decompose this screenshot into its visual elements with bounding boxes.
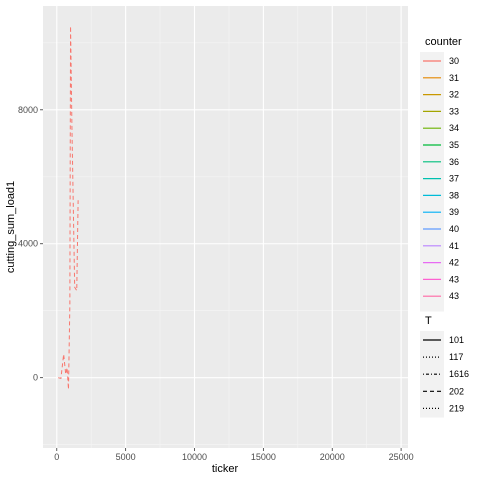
legend-counter-label: 32 bbox=[449, 90, 459, 100]
y-tick-label: 4000 bbox=[18, 239, 38, 249]
legend-counter-keys-bg bbox=[420, 52, 444, 312]
x-tick-label: 15000 bbox=[251, 452, 276, 462]
legend-T-title: T bbox=[425, 315, 432, 327]
y-tick-label: 0 bbox=[33, 373, 38, 383]
legend-T: T 101 117 1616 202 219 bbox=[420, 315, 469, 418]
legend-counter-label: 36 bbox=[449, 157, 459, 167]
legend-counter-label: 35 bbox=[449, 140, 459, 150]
legend-T-label: 219 bbox=[449, 403, 464, 413]
x-tick-label: 0 bbox=[54, 452, 59, 462]
x-axis: 0 5000 10000 15000 20000 25000 bbox=[54, 448, 414, 462]
legend-counter-title: counter bbox=[425, 36, 462, 48]
x-tick-label: 5000 bbox=[116, 452, 136, 462]
legend-counter-label: 42 bbox=[449, 258, 459, 268]
legend-T-label: 1616 bbox=[449, 369, 469, 379]
legend-counter-label: 43 bbox=[449, 274, 459, 284]
legend-counter-label: 33 bbox=[449, 106, 459, 116]
y-axis-title: cutting_sum_load1 bbox=[5, 181, 17, 273]
x-tick-label: 25000 bbox=[389, 452, 414, 462]
y-axis: 0 4000 8000 bbox=[18, 105, 43, 383]
legend-T-label: 202 bbox=[449, 386, 464, 396]
legend-counter-label: 38 bbox=[449, 190, 459, 200]
legend-counter-label: 41 bbox=[449, 241, 459, 251]
legend-counter: counter 30 31 32 33 34 35 36 37 38 39 40 41 42 43 43 bbox=[420, 36, 462, 312]
grid-major bbox=[43, 6, 408, 448]
series-layer bbox=[58, 26, 79, 390]
legend-T-label: 117 bbox=[449, 352, 463, 362]
legend-counter-label: 39 bbox=[449, 207, 459, 217]
x-axis-title: ticker bbox=[212, 463, 239, 475]
series-line bbox=[58, 26, 79, 390]
plot-panel bbox=[43, 6, 408, 448]
grid-minor bbox=[43, 6, 408, 448]
legend-counter-label: 43 bbox=[449, 291, 459, 301]
legend-counter-label: 40 bbox=[449, 224, 459, 234]
legend-counter-label: 37 bbox=[449, 174, 459, 184]
legend-counter-label: 31 bbox=[449, 73, 459, 83]
y-tick-label: 8000 bbox=[18, 105, 38, 115]
x-tick-label: 20000 bbox=[320, 452, 345, 462]
x-tick-label: 10000 bbox=[182, 452, 207, 462]
legend-counter-label: 34 bbox=[449, 123, 459, 133]
legend-T-label: 101 bbox=[449, 335, 464, 345]
legend-counter-label: 30 bbox=[449, 56, 459, 66]
